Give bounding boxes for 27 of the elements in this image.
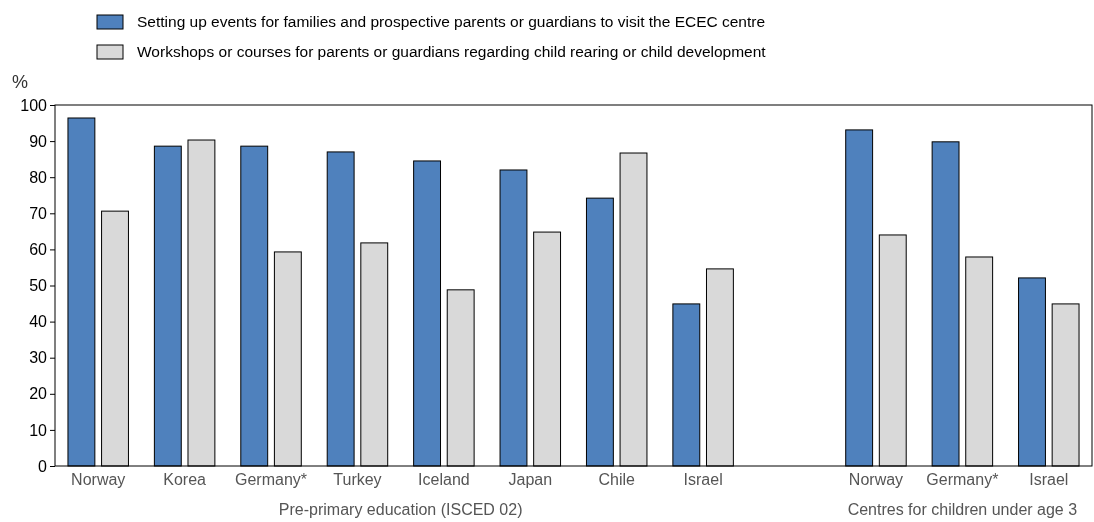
x-tick-label: Norway	[848, 471, 904, 489]
y-tick-label: 80	[29, 168, 48, 186]
y-tick-label: 90	[29, 132, 48, 150]
y-tick-label: 70	[29, 204, 48, 222]
x-tick-label: Turkey	[333, 471, 382, 489]
legend-label: Workshops or courses for parents or guardians regarding child rearing or child development	[137, 43, 767, 60]
text: Centres for children under age 3	[847, 501, 1078, 518]
y-tick-label: 20	[29, 385, 48, 403]
x-tick-label: Iceland	[418, 471, 470, 489]
x-tick-label: Chile	[598, 471, 636, 489]
y-tick-label: 40	[29, 313, 48, 331]
x-tick-label: Japan	[508, 471, 553, 489]
x-tick-label: Germany*	[235, 471, 308, 489]
y-tick-label: 30	[29, 349, 48, 367]
x-tick-label: Israel	[683, 471, 723, 489]
x-tick-label: Israel	[1029, 471, 1069, 489]
y-axis-title: %	[11, 72, 29, 92]
x-tick-label: Germany*	[926, 471, 999, 489]
legend-label: Setting up events for families and prospective parents or guardians to visit the ECEC centre	[137, 13, 766, 30]
y-tick-label: 60	[29, 241, 48, 259]
y-tick-label: 10	[29, 421, 48, 439]
y-tick-label: 0	[38, 457, 48, 475]
y-tick-label: 100	[20, 96, 48, 114]
x-tick-label: Korea	[163, 471, 207, 489]
text: Pre-primary education (ISCED 02)	[278, 501, 523, 518]
y-tick-label: 50	[29, 277, 48, 295]
x-tick-label: Norway	[71, 471, 126, 489]
